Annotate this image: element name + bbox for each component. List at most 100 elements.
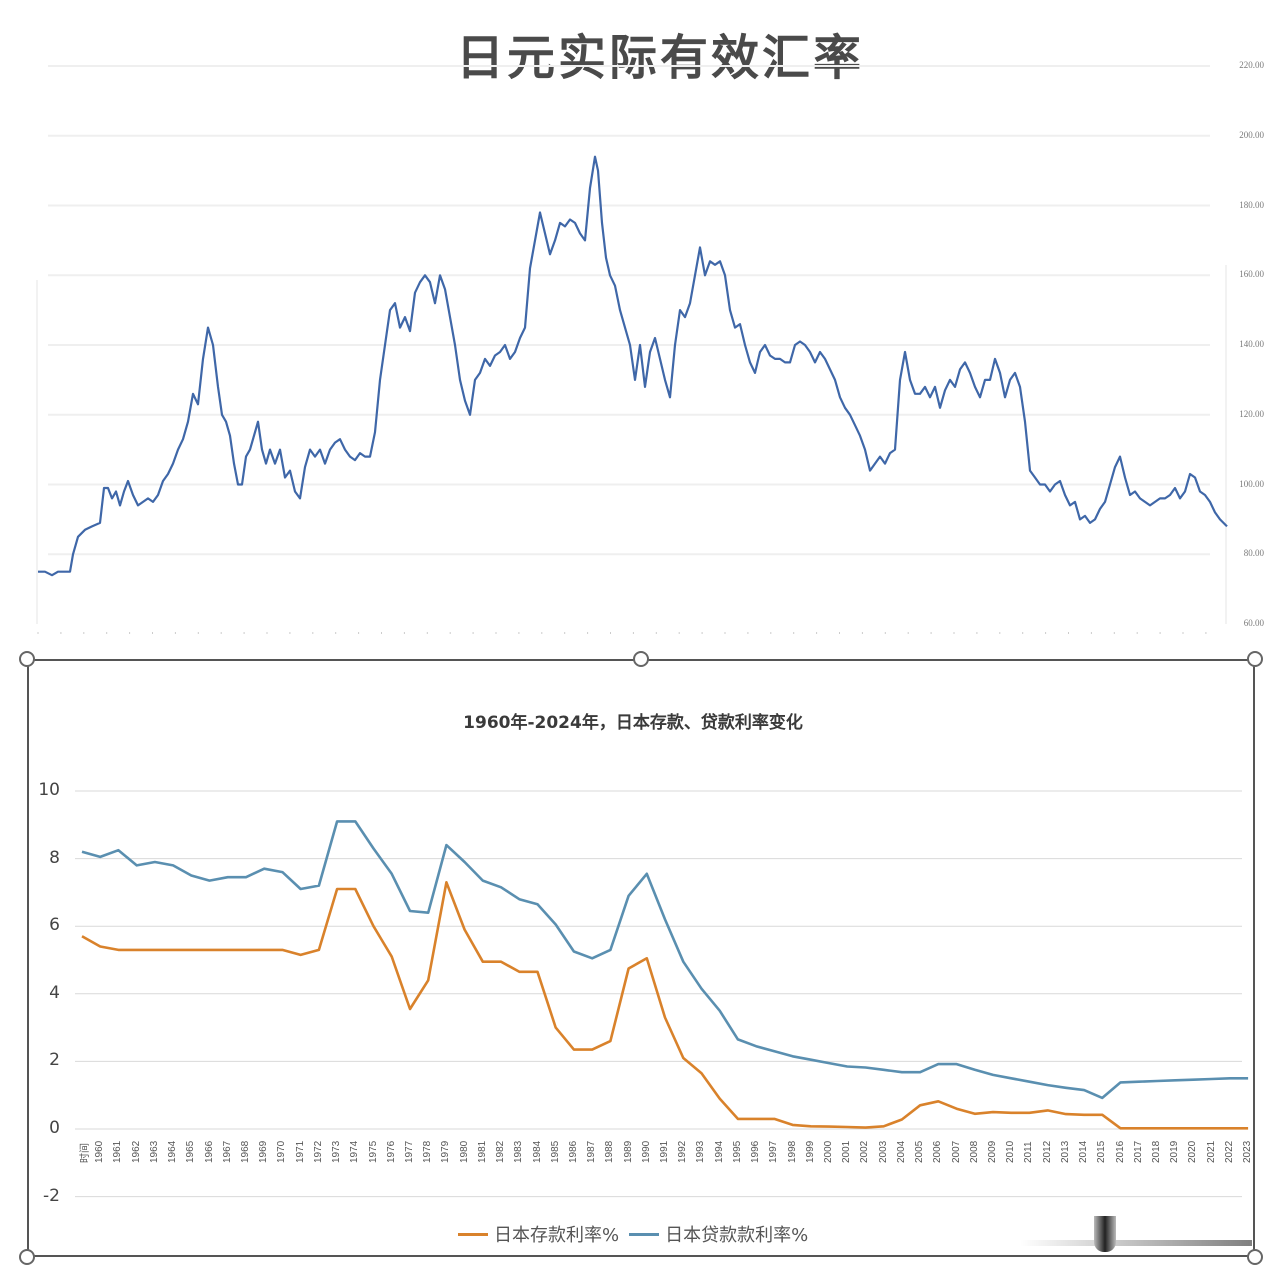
bottom-x-tick-label: 2019	[1169, 1140, 1181, 1163]
bottom-x-tick-label: 1983	[513, 1140, 525, 1163]
resize-handle-top-left[interactable]	[19, 651, 35, 667]
bottom-x-tick-label: 2021	[1205, 1140, 1217, 1163]
bottom-x-tick-label: 1967	[221, 1140, 233, 1163]
bottom-x-tick-label: 2017	[1132, 1140, 1144, 1163]
legend-swatch-loan	[629, 1232, 660, 1236]
bottom-x-tick-label: 2012	[1041, 1140, 1053, 1163]
top-y-tick-label: 140.00	[1239, 339, 1264, 349]
bottom-x-tick-label: 2020	[1187, 1140, 1199, 1163]
bottom-x-tick-label: 1972	[312, 1140, 324, 1163]
bottom-x-tick-label: 1976	[385, 1140, 397, 1163]
bottom-x-tick-label: 1993	[695, 1140, 707, 1163]
bottom-x-tick-label: 2005	[914, 1140, 926, 1163]
bottom-x-tick-label: 2022	[1223, 1140, 1235, 1163]
bottom-x-tick-label: 2004	[895, 1140, 907, 1163]
bottom-x-tick-label: 1961	[112, 1140, 124, 1163]
resize-handle-top-right[interactable]	[1247, 651, 1263, 667]
top-chart-x-ticks	[37, 632, 1207, 634]
top-y-tick-label: 60.00	[1243, 618, 1264, 628]
bottom-x-tick-label: 2015	[1096, 1140, 1108, 1163]
bottom-x-tick-label: 1996	[750, 1140, 762, 1163]
horizontal-scrollbar-track[interactable]	[1020, 1240, 1252, 1246]
bottom-x-tick-label: 2014	[1078, 1140, 1090, 1163]
resize-handle-bottom-left[interactable]	[19, 1249, 35, 1265]
bottom-x-tick-label: 1984	[531, 1140, 543, 1163]
bottom-x-tick-label: 1986	[567, 1140, 579, 1163]
bottom-x-tick-label: 1997	[768, 1140, 780, 1163]
bottom-x-tick-label: 2011	[1023, 1141, 1035, 1163]
bottom-y-tick-label: 10	[38, 780, 60, 800]
bottom-y-tick-label: -2	[43, 1185, 60, 1206]
bottom-x-tick-label: 2016	[1114, 1140, 1126, 1163]
bottom-x-tick-label: 1999	[804, 1140, 816, 1163]
bottom-x-tick-label: 1988	[604, 1140, 616, 1163]
top-y-tick-label: 80.00	[1243, 548, 1264, 559]
bottom-x-tick-label: 1964	[167, 1140, 179, 1163]
deposit-rate-line	[81, 880, 1249, 1130]
bottom-chart-legend: 日本存款利率% 日本贷款款利率%	[458, 1221, 818, 1247]
bottom-x-tick-label: 1963	[148, 1140, 160, 1163]
bottom-x-tick-label: 1989	[622, 1140, 634, 1163]
legend-item-loan: 日本贷款款利率%	[629, 1221, 808, 1247]
bottom-y-tick-label: 0	[49, 1118, 60, 1138]
bottom-x-tick-label: 1970	[276, 1140, 288, 1163]
top-chart-line	[38, 155, 1228, 577]
bottom-x-tick-label: 2000	[823, 1140, 835, 1163]
bottom-x-tick-label: 1969	[258, 1140, 270, 1163]
bottom-x-tick-label: 时间	[80, 1143, 91, 1163]
bottom-x-tick-label: 2013	[1059, 1140, 1071, 1163]
bottom-x-tick-label: 2003	[877, 1140, 889, 1163]
bottom-x-tick-label: 1995	[731, 1140, 743, 1163]
bottom-x-tick-label: 1985	[549, 1140, 561, 1163]
bottom-x-tick-label: 1973	[331, 1140, 343, 1163]
bottom-x-tick-label: 1979	[440, 1140, 452, 1163]
bottom-x-tick-label: 1990	[640, 1140, 652, 1163]
bottom-x-tick-label: 2008	[968, 1140, 980, 1163]
top-y-tick-label: 180.00	[1239, 199, 1264, 210]
bottom-x-tick-label: 1987	[586, 1140, 598, 1163]
top-chart-title: 日元实际有效汇率	[455, 30, 864, 86]
legend-swatch-deposit	[458, 1232, 488, 1236]
top-y-tick-label: 100.00	[1239, 478, 1264, 489]
bottom-y-tick-label: 6	[49, 915, 60, 936]
legend-label-deposit: 日本存款利率%	[494, 1225, 620, 1246]
bottom-x-tick-label: 2001	[841, 1140, 853, 1163]
bottom-x-tick-label: 1991	[659, 1140, 671, 1163]
bottom-x-tick-label: 1966	[203, 1140, 215, 1163]
bottom-y-tick-label: 8	[49, 847, 60, 868]
bottom-y-tick-label: 4	[49, 982, 60, 1003]
top-y-tick-label: 120.00	[1239, 408, 1264, 419]
bottom-x-tick-label: 1971	[294, 1140, 306, 1163]
bottom-x-tick-label: 2002	[859, 1140, 871, 1163]
bottom-x-tick-label: 2023	[1242, 1140, 1254, 1163]
bottom-x-tick-label: 1982	[495, 1140, 507, 1163]
legend-label-loan: 日本贷款款利率%	[665, 1225, 809, 1246]
bottom-chart-title: 1960年-2024年，日本存款、贷款利率变化	[463, 713, 803, 733]
bottom-x-tick-label: 2006	[932, 1140, 944, 1163]
top-chart-plot	[36, 65, 1228, 634]
bottom-x-tick-label: 1968	[239, 1140, 251, 1163]
bottom-x-tick-label: 1978	[422, 1140, 434, 1163]
legend-item-deposit: 日本存款利率%	[458, 1221, 619, 1247]
horizontal-scrollbar-thumb[interactable]	[1094, 1216, 1116, 1252]
bottom-x-tick-label: 2007	[950, 1140, 962, 1163]
top-y-tick-label: 160.00	[1239, 269, 1264, 280]
bottom-x-tick-label: 1965	[185, 1140, 197, 1163]
bottom-x-tick-label: 1994	[713, 1140, 725, 1163]
bottom-x-tick-label: 2018	[1150, 1140, 1162, 1163]
bottom-x-tick-label: 2010	[1005, 1140, 1017, 1163]
bottom-y-tick-label: 2	[49, 1050, 60, 1071]
resize-handle-bottom-right[interactable]	[1247, 1249, 1263, 1265]
top-y-tick-label: 200.00	[1239, 129, 1264, 140]
loan-rate-line	[81, 820, 1249, 1100]
bottom-x-tick-label: 1998	[786, 1140, 798, 1163]
resize-handle-top-center[interactable]	[633, 651, 649, 667]
bottom-x-tick-label: 1960	[94, 1140, 106, 1163]
bottom-x-tick-label: 1962	[130, 1140, 142, 1163]
bottom-x-tick-label: 1977	[403, 1140, 415, 1163]
bottom-x-tick-label: 1974	[349, 1140, 361, 1163]
bottom-x-tick-label: 1992	[677, 1140, 689, 1163]
bottom-x-tick-label: 1980	[458, 1140, 470, 1163]
bottom-x-tick-label: 1981	[476, 1140, 488, 1163]
